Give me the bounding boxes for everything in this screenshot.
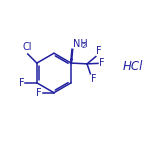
- Text: F: F: [99, 58, 104, 68]
- Text: Cl: Cl: [22, 42, 32, 52]
- Text: F: F: [19, 78, 25, 88]
- Text: NH: NH: [73, 39, 87, 49]
- Text: F: F: [96, 46, 102, 56]
- Text: F: F: [91, 74, 96, 85]
- Text: 2: 2: [82, 43, 86, 49]
- Text: HCl: HCl: [123, 60, 143, 73]
- Text: F: F: [36, 88, 42, 98]
